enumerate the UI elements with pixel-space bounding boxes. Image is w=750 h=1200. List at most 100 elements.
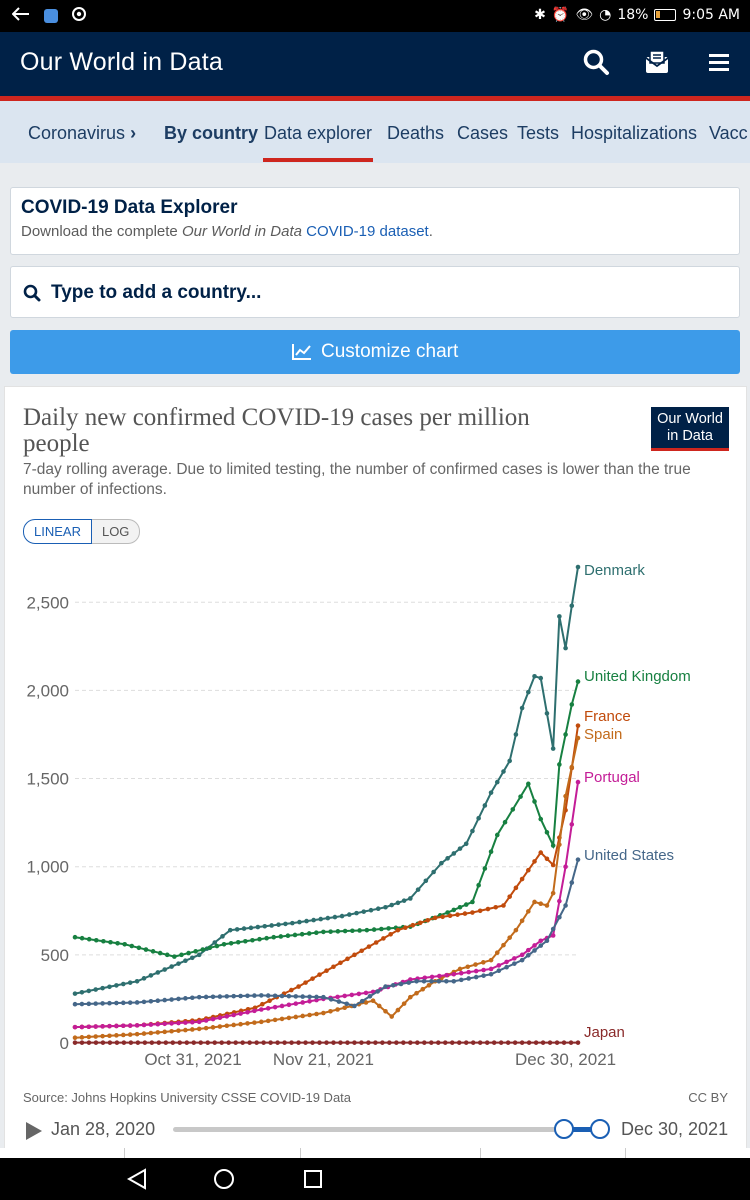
- data-point: [198, 1040, 204, 1045]
- data-point: [488, 790, 494, 795]
- explorer-description: Download the complete Our World in Data …: [21, 223, 433, 240]
- series-label: Portugal: [584, 769, 640, 786]
- data-point: [267, 998, 272, 1003]
- data-point: [86, 1001, 92, 1007]
- data-point: [127, 1023, 133, 1028]
- search-icon[interactable]: [582, 48, 612, 78]
- data-point: [507, 758, 512, 764]
- log-scale-button[interactable]: LOG: [91, 519, 141, 544]
- data-point: [226, 1040, 231, 1045]
- data-point: [493, 904, 499, 910]
- data-point: [470, 910, 475, 915]
- data-point: [381, 936, 386, 941]
- linear-scale-button[interactable]: LINEAR: [23, 519, 92, 544]
- owid-logo[interactable]: Our World in Data: [651, 407, 729, 451]
- data-point: [444, 972, 449, 978]
- tab-vaccinations[interactable]: Vacc: [709, 123, 748, 143]
- data-point: [387, 1040, 392, 1045]
- data-point: [465, 964, 471, 970]
- chart-line-icon: [291, 341, 321, 362]
- newsletter-icon[interactable]: [643, 48, 673, 78]
- data-point: [352, 1003, 357, 1009]
- data-point: [501, 942, 506, 948]
- data-point: [272, 1004, 278, 1010]
- data-point: [526, 689, 531, 695]
- data-point: [114, 1040, 120, 1045]
- data-point: [410, 922, 416, 928]
- menu-icon[interactable]: [705, 48, 735, 78]
- data-point: [221, 941, 227, 947]
- data-point: [470, 1040, 476, 1045]
- play-icon[interactable]: [25, 1121, 43, 1146]
- data-point: [473, 962, 478, 967]
- data-point: [445, 856, 450, 861]
- x-tick-label: Dec 30, 2021: [515, 1050, 616, 1069]
- data-point: [512, 961, 517, 966]
- data-point: [390, 982, 396, 988]
- system-recents-icon[interactable]: [302, 1168, 324, 1195]
- data-point: [428, 1040, 434, 1045]
- data-point: [383, 904, 388, 910]
- data-point: [261, 1040, 266, 1045]
- data-point: [491, 1040, 497, 1045]
- tab-deaths[interactable]: Deaths: [387, 123, 445, 143]
- data-point: [189, 1027, 195, 1032]
- data-point: [456, 1040, 462, 1045]
- search-input[interactable]: Type to add a country...: [51, 282, 262, 303]
- data-point: [563, 793, 568, 799]
- timeline-start-handle[interactable]: [554, 1119, 574, 1139]
- data-point: [313, 930, 319, 935]
- customize-chart-button[interactable]: Customize chart: [10, 330, 740, 374]
- data-point: [457, 904, 463, 910]
- data-point: [473, 974, 479, 980]
- timeline-end-handle[interactable]: [590, 1119, 610, 1139]
- data-point: [496, 968, 502, 974]
- tab-by-country[interactable]: By country: [164, 123, 259, 143]
- scale-toggle: LINEAR LOG: [23, 519, 141, 544]
- data-point: [169, 964, 174, 969]
- data-point: [265, 1018, 271, 1024]
- system-back-icon[interactable]: [126, 1168, 148, 1195]
- data-point: [148, 998, 154, 1004]
- data-point: [380, 1040, 385, 1045]
- breadcrumb-coronavirus[interactable]: Coronavirus ›: [28, 123, 137, 143]
- data-point: [164, 952, 170, 958]
- series-line: [74, 859, 579, 1008]
- data-point: [79, 935, 85, 941]
- data-point: [279, 1003, 285, 1009]
- data-point: [196, 1026, 202, 1032]
- timeline-track[interactable]: [173, 1127, 601, 1132]
- data-point: [134, 1000, 140, 1005]
- data-point: [227, 927, 233, 933]
- data-point: [426, 982, 432, 988]
- data-point: [245, 993, 250, 999]
- header-accent-line: [0, 96, 750, 101]
- data-point: [547, 1040, 553, 1045]
- system-home-icon[interactable]: [213, 1168, 235, 1195]
- data-point: [477, 1040, 483, 1045]
- data-point: [458, 977, 464, 983]
- data-point: [550, 933, 556, 938]
- data-point: [300, 1013, 305, 1019]
- tab-tests[interactable]: Tests: [517, 123, 560, 143]
- data-point: [134, 978, 140, 984]
- tab-hospitalizations[interactable]: Hospitalizations: [571, 123, 698, 143]
- data-point: [120, 1023, 126, 1029]
- data-point: [196, 952, 202, 958]
- data-point: [569, 764, 575, 770]
- data-point: [526, 1040, 532, 1045]
- data-point: [366, 1040, 371, 1045]
- site-title[interactable]: Our World in Data: [20, 48, 224, 76]
- chart-license[interactable]: CC BY: [688, 1090, 728, 1105]
- tab-data-explorer[interactable]: Data explorer: [264, 123, 373, 143]
- tab-cases[interactable]: Cases: [457, 123, 509, 143]
- data-point: [575, 564, 581, 570]
- data-point: [314, 1011, 319, 1017]
- country-search[interactable]: Type to add a country...: [10, 266, 740, 318]
- data-point: [538, 901, 544, 907]
- chart-source[interactable]: Source: Johns Hopkins University CSSE CO…: [23, 1090, 352, 1105]
- data-point: [162, 1029, 167, 1035]
- dataset-link[interactable]: COVID-19 dataset: [306, 223, 429, 240]
- data-point: [231, 1022, 236, 1028]
- search-icon: [23, 284, 41, 302]
